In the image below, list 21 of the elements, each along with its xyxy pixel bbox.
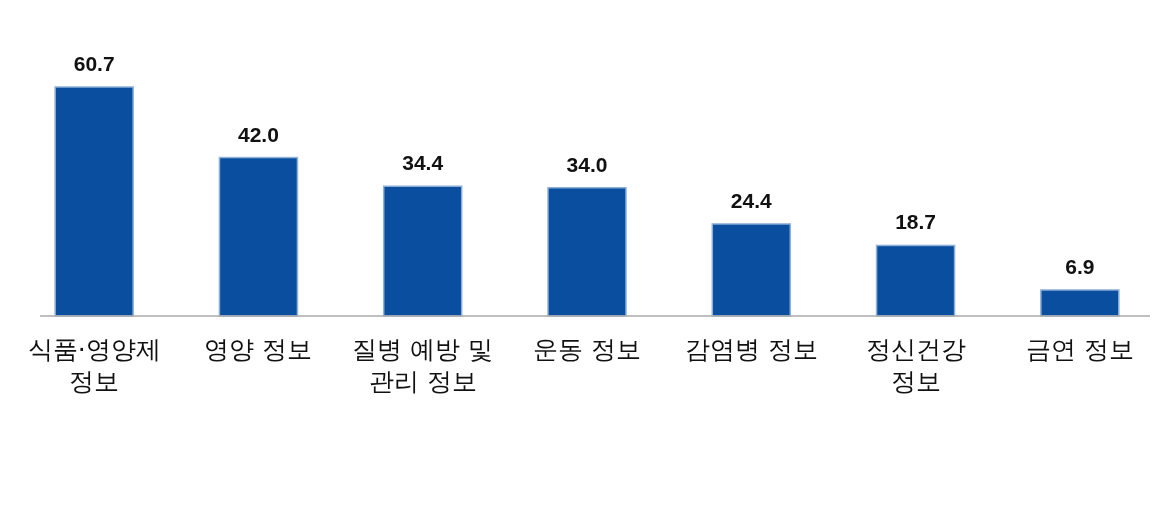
x-tick-label: 감염병 정보 — [684, 335, 818, 364]
x-tick-label: 질병 예방 및 관리 정보 — [352, 335, 494, 396]
bar — [547, 186, 627, 317]
x-tick-label: 영양 정보 — [204, 335, 313, 364]
data-label: 60.7 — [73, 52, 115, 75]
data-label: 24.4 — [730, 188, 773, 212]
bar — [218, 156, 299, 317]
data-label: 18.7 — [895, 210, 937, 234]
x-tick-label: 식품·영양제 정보 — [27, 335, 161, 396]
bar — [382, 185, 463, 317]
x-tick-label: 운동 정보 — [533, 335, 641, 364]
bar — [54, 86, 134, 317]
x-tick-label: 금연 정보 — [1025, 335, 1134, 364]
bar — [711, 223, 792, 317]
bar — [875, 244, 956, 317]
x-tick-label: 정신건강 정보 — [865, 335, 966, 396]
data-label: 6.9 — [1065, 254, 1095, 278]
data-label: 42.0 — [237, 122, 279, 146]
bar — [1040, 289, 1120, 317]
data-label: 34.0 — [566, 152, 608, 176]
data-label: 34.4 — [402, 151, 444, 175]
